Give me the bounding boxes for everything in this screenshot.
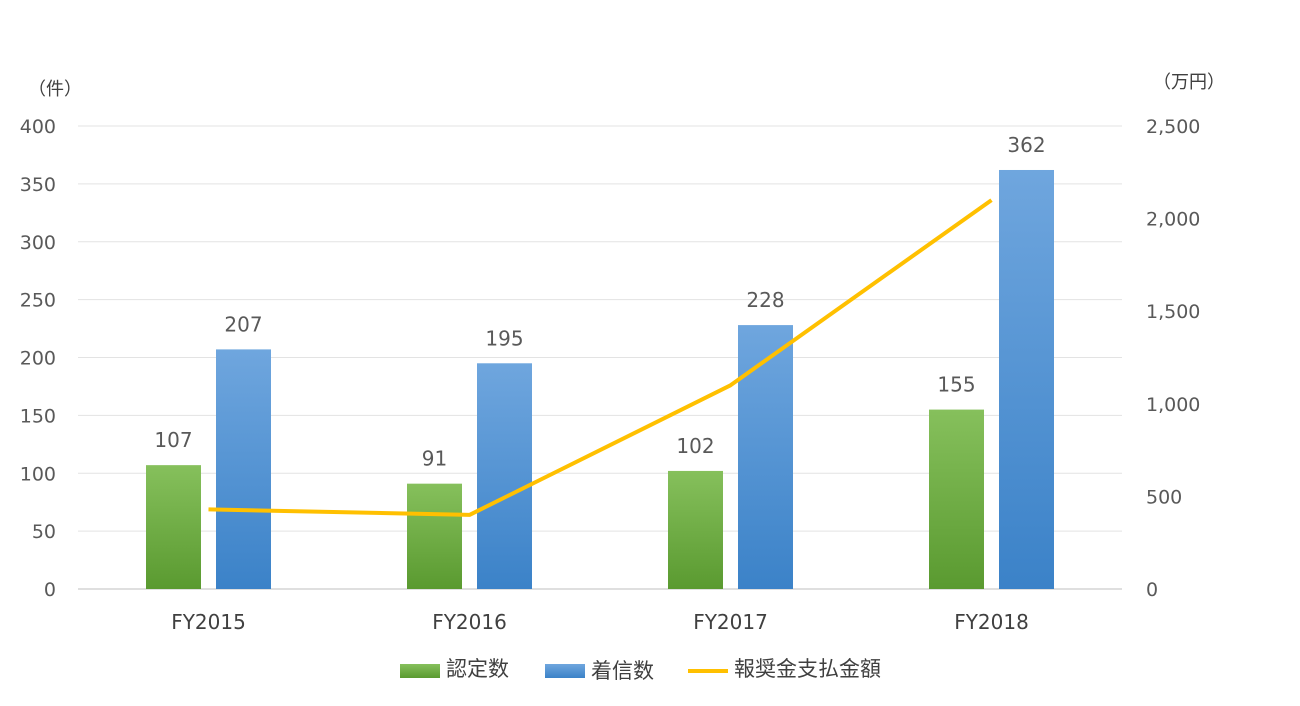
left-tick-label: 150 [20, 405, 56, 427]
line-報奨金支払金額 [208, 198, 993, 517]
bar-認定数-FY2015 [146, 465, 201, 589]
data-label: 207 [224, 312, 262, 336]
right-tick-label: 2,500 [1146, 116, 1200, 138]
bar-着信数-FY2017 [738, 325, 793, 589]
data-label: 102 [676, 434, 714, 458]
bar-着信数-FY2016 [477, 363, 532, 589]
bars [146, 169, 1054, 590]
data-label: 362 [1007, 133, 1045, 157]
right-tick-label: 2,000 [1146, 209, 1200, 231]
left-tick-label: 0 [44, 579, 56, 601]
left-axis-unit: （件） [28, 79, 82, 100]
left-tick-label: 200 [20, 348, 56, 370]
category-labels: FY2015 FY2016 FY2017 FY2018 [171, 610, 1029, 634]
bar-着信数-FY2018 [999, 169, 1054, 590]
legend-label-認定数: 認定数 [446, 657, 509, 681]
right-axis-ticks: 0 500 1,000 1,500 2,000 2,500 [1146, 116, 1200, 601]
bar-認定数-FY2016 [407, 483, 462, 589]
left-tick-label: 50 [32, 521, 56, 543]
right-tick-label: 500 [1146, 486, 1182, 508]
data-labels: 107 207 91 195 102 228 155 362 [154, 133, 1045, 471]
legend-label-報奨金支払金額: 報奨金支払金額 [734, 657, 881, 681]
left-tick-label: 250 [20, 290, 56, 312]
left-tick-label: 300 [20, 232, 56, 254]
data-label: 195 [485, 326, 523, 350]
line-series [208, 198, 993, 517]
left-axis-ticks: 0 50 100 150 200 250 300 350 400 [20, 116, 56, 601]
left-tick-label: 100 [20, 463, 56, 485]
left-tick-label: 350 [20, 174, 56, 196]
legend-swatch-認定数 [400, 664, 440, 678]
right-tick-label: 1,000 [1146, 394, 1200, 416]
legend-label-着信数: 着信数 [591, 659, 654, 683]
category-label: FY2017 [693, 610, 768, 634]
bar-認定数-FY2017 [668, 470, 723, 589]
data-label: 107 [154, 428, 192, 452]
legend: 認定数 着信数 報奨金支払金額 [400, 657, 881, 683]
data-label: 155 [937, 373, 975, 397]
category-label: FY2016 [432, 610, 507, 634]
right-tick-label: 0 [1146, 579, 1158, 601]
bar-認定数-FY2018 [929, 409, 984, 589]
right-axis-unit: （万円） [1153, 72, 1225, 93]
bar-着信数-FY2015 [216, 349, 271, 589]
data-label: 91 [422, 447, 447, 471]
category-label: FY2015 [171, 610, 246, 634]
right-tick-label: 1,500 [1146, 301, 1200, 323]
category-label: FY2018 [954, 610, 1029, 634]
legend-swatch-着信数 [545, 664, 585, 678]
data-label: 228 [746, 288, 784, 312]
left-tick-label: 400 [20, 116, 56, 138]
